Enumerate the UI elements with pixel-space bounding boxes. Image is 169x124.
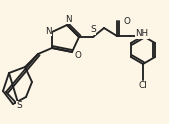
Text: S: S (90, 26, 96, 34)
Text: NH: NH (135, 30, 148, 38)
Text: O: O (123, 16, 130, 26)
Text: Cl: Cl (139, 81, 147, 91)
Text: N: N (45, 27, 51, 35)
Text: S: S (16, 102, 22, 110)
Text: N: N (65, 15, 71, 24)
Text: O: O (75, 50, 81, 60)
